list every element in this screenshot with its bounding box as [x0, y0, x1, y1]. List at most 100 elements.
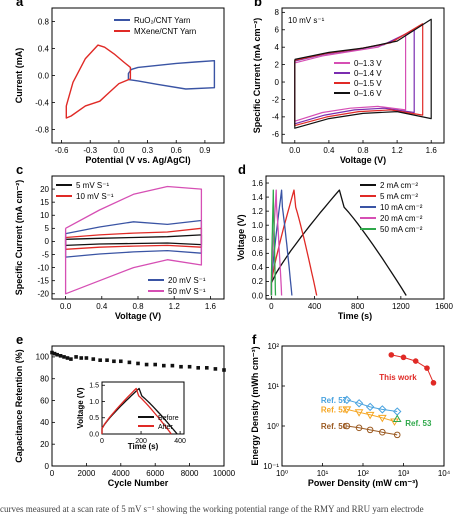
- x-axis-label: Potential (V vs. Ag/AgCl): [85, 155, 190, 165]
- x-tick-label: 0.8: [132, 302, 144, 311]
- retention-point: [179, 364, 183, 369]
- x-tick-label: 0.0: [60, 302, 72, 311]
- retention-point: [170, 363, 175, 368]
- x-axis-label: Power Density (mW cm⁻³): [308, 478, 418, 488]
- y-axis-label: Energy Density (mWh cm⁻³): [250, 346, 260, 465]
- scan-rate-annotation: 10 mV s⁻¹: [288, 16, 325, 25]
- y-tick-label: 10¹: [267, 382, 279, 391]
- y-tick-label: 15: [40, 198, 49, 207]
- x-axis-label: Voltage (V): [115, 311, 161, 321]
- y-tick-label: 1.2: [252, 207, 264, 216]
- legend-label: 20 mA cm⁻²: [380, 214, 423, 223]
- x-tick-label: 10³: [398, 469, 410, 478]
- retention-point: [74, 355, 78, 359]
- panel-c-axes: 0.0 0.4 0.8 1.2 1.6 -20 -15 -10 -5 0 5 10 15 20 Voltag…: [14, 162, 225, 321]
- series-label: Ref. 53: [405, 419, 432, 428]
- panel-a-axes: -0.6 -0.3 0.0 0.3 0.6 0.9 -0.8 -0.4 0.0 0.4 0.8 Pot…: [14, 0, 225, 165]
- x-tick-label: 800: [351, 302, 365, 311]
- retention-point: [98, 358, 102, 362]
- y-axis-label: Specific Current (mA cm⁻²): [252, 18, 262, 133]
- x-axis-label: Time (s): [128, 442, 159, 451]
- y-tick-label: 60: [40, 396, 49, 405]
- x-tick-label: 1.2: [169, 302, 181, 311]
- x-axis-label: Time (s): [338, 311, 372, 321]
- x-tick-label: 0.0: [289, 146, 301, 155]
- data-point: [354, 409, 364, 417]
- y-tick-label: 1.6: [252, 179, 264, 188]
- y-tick-label: 0.2: [252, 277, 264, 286]
- inset-gcd-curve: [101, 387, 172, 435]
- x-tick-label: 10⁰: [276, 469, 288, 478]
- y-tick-label: 0.8: [252, 235, 264, 244]
- gcd-curve: [270, 189, 277, 296]
- retention-point: [105, 358, 109, 362]
- y-tick-label: 0: [45, 462, 50, 471]
- y-tick-label: 1.0: [89, 399, 99, 406]
- retention-point: [136, 361, 140, 366]
- data-point: [365, 402, 375, 412]
- y-tick-label: 1.0: [252, 221, 264, 230]
- legend-label: 10 mV S⁻¹: [76, 192, 114, 201]
- y-tick-label: 5: [45, 224, 50, 233]
- data-point: [342, 406, 352, 414]
- data-point: [354, 399, 364, 408]
- legend-label: 2 mA cm⁻²: [380, 181, 418, 190]
- cv-curve: [294, 33, 407, 122]
- panel-letter: a: [16, 0, 24, 9]
- retention-point: [127, 360, 132, 365]
- retention-point: [65, 356, 70, 360]
- cv-curve: [127, 60, 216, 90]
- x-tick-label: 0: [269, 302, 274, 311]
- x-tick-label: 0.4: [96, 302, 108, 311]
- legend-label: Before: [158, 415, 179, 422]
- retention-point: [62, 355, 66, 359]
- cv-curve: [65, 44, 132, 119]
- retention-point: [153, 362, 157, 367]
- x-tick-label: 400: [308, 302, 322, 311]
- y-tick-label: -4: [272, 113, 280, 122]
- data-point: [412, 358, 419, 364]
- x-tick-label: 200: [135, 438, 147, 445]
- retention-point: [187, 364, 192, 369]
- y-tick-label: 8: [275, 8, 280, 17]
- y-tick-label: 0.0: [89, 431, 99, 438]
- y-tick-label: 40: [40, 418, 49, 427]
- legend-label: 0–1.4 V: [354, 69, 382, 78]
- y-tick-label: -0.8: [35, 125, 49, 134]
- y-tick-label: -2: [272, 95, 280, 104]
- x-tick-label: 10¹: [317, 469, 329, 478]
- legend-label: RuO₂/CNT Yarn: [134, 16, 190, 25]
- x-tick-label: 8000: [181, 469, 199, 478]
- x-tick-label: 1.6: [426, 146, 438, 155]
- panel-letter: c: [16, 162, 23, 177]
- retention-point: [91, 357, 96, 361]
- y-tick-label: 10²: [267, 342, 279, 351]
- legend-label: 0–1.6 V: [354, 89, 382, 98]
- retention-point: [144, 362, 149, 367]
- x-tick-label: 1200: [392, 302, 410, 311]
- y-tick-label: -20: [37, 290, 49, 299]
- panel-b-axes: 0.0 0.4 0.8 1.2 1.6 -6 -4 -2 0 2 4 6 8 Voltage (V) Spe…: [252, 0, 445, 165]
- legend-label: 50 mV S⁻¹: [168, 287, 206, 296]
- panel-e-inset-frame: [101, 381, 185, 435]
- retention-point: [119, 359, 123, 364]
- series-line: [346, 399, 398, 412]
- legend-label: MXene/CNT Yarn: [134, 27, 196, 36]
- x-tick-label: 1.2: [392, 146, 404, 155]
- data-point: [355, 424, 363, 432]
- data-point: [424, 365, 430, 371]
- series-line: [346, 425, 398, 436]
- data-point: [392, 414, 402, 422]
- x-tick-label: 6000: [146, 469, 164, 478]
- legend-label: 10 mA cm⁻²: [380, 203, 423, 212]
- y-axis-label: Capacitance Retention (%): [14, 349, 24, 463]
- x-tick-label: 0.4: [323, 146, 335, 155]
- data-point: [365, 411, 375, 420]
- y-tick-label: 0.4: [252, 263, 264, 272]
- panel-letter: e: [16, 332, 23, 347]
- y-tick-label: 10: [40, 211, 49, 220]
- y-tick-label: 2: [275, 60, 280, 69]
- y-tick-label: -0.4: [35, 98, 49, 107]
- data-point: [366, 426, 374, 434]
